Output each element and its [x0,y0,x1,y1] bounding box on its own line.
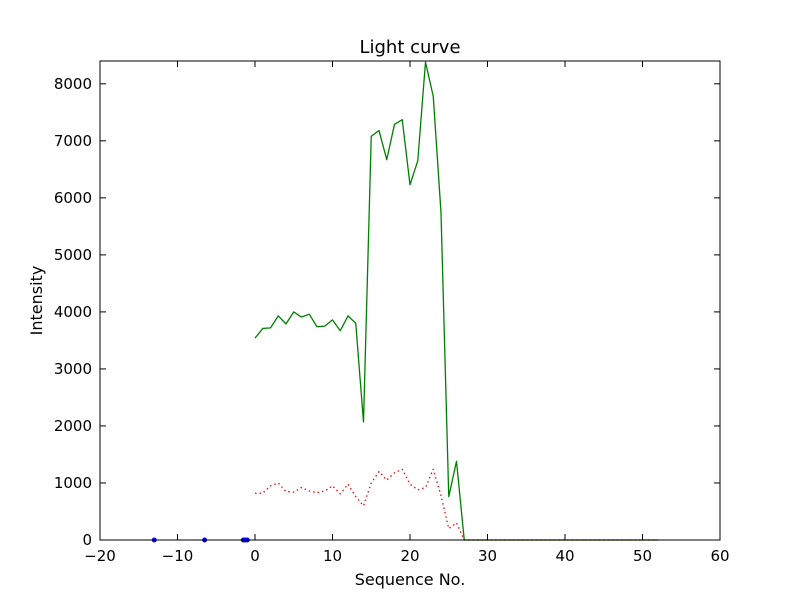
x-axis-label: Sequence No. [355,570,466,589]
x-tick-label: 60 [710,547,729,565]
x-tick-label: 20 [400,547,419,565]
y-tick-label: 0 [82,531,92,549]
x-tick-label: 10 [323,547,342,565]
axis-ticks: −20 −10 0 10 20 30 40 50 60 0 1000 2000 3000 4000 5000… [54,61,730,565]
y-tick-label: 8000 [54,75,92,93]
y-tick-label: 7000 [54,132,92,150]
y-tick-label: 1000 [54,474,92,492]
x-tick-label: −10 [162,547,194,565]
y-tick-label: 2000 [54,417,92,435]
y-tick-label: 4000 [54,303,92,321]
chart-title: Light curve [359,37,460,58]
y-tick-label: 3000 [54,360,92,378]
x-tick-label: −20 [84,547,116,565]
x-tick-label: 30 [478,547,497,565]
x-tick-label: 50 [633,547,652,565]
y-axis-label: Intensity [27,266,46,336]
x-tick-label: 0 [250,547,260,565]
y-tick-label: 6000 [54,189,92,207]
y-tick-label: 5000 [54,246,92,264]
x-tick-label: 40 [555,547,574,565]
